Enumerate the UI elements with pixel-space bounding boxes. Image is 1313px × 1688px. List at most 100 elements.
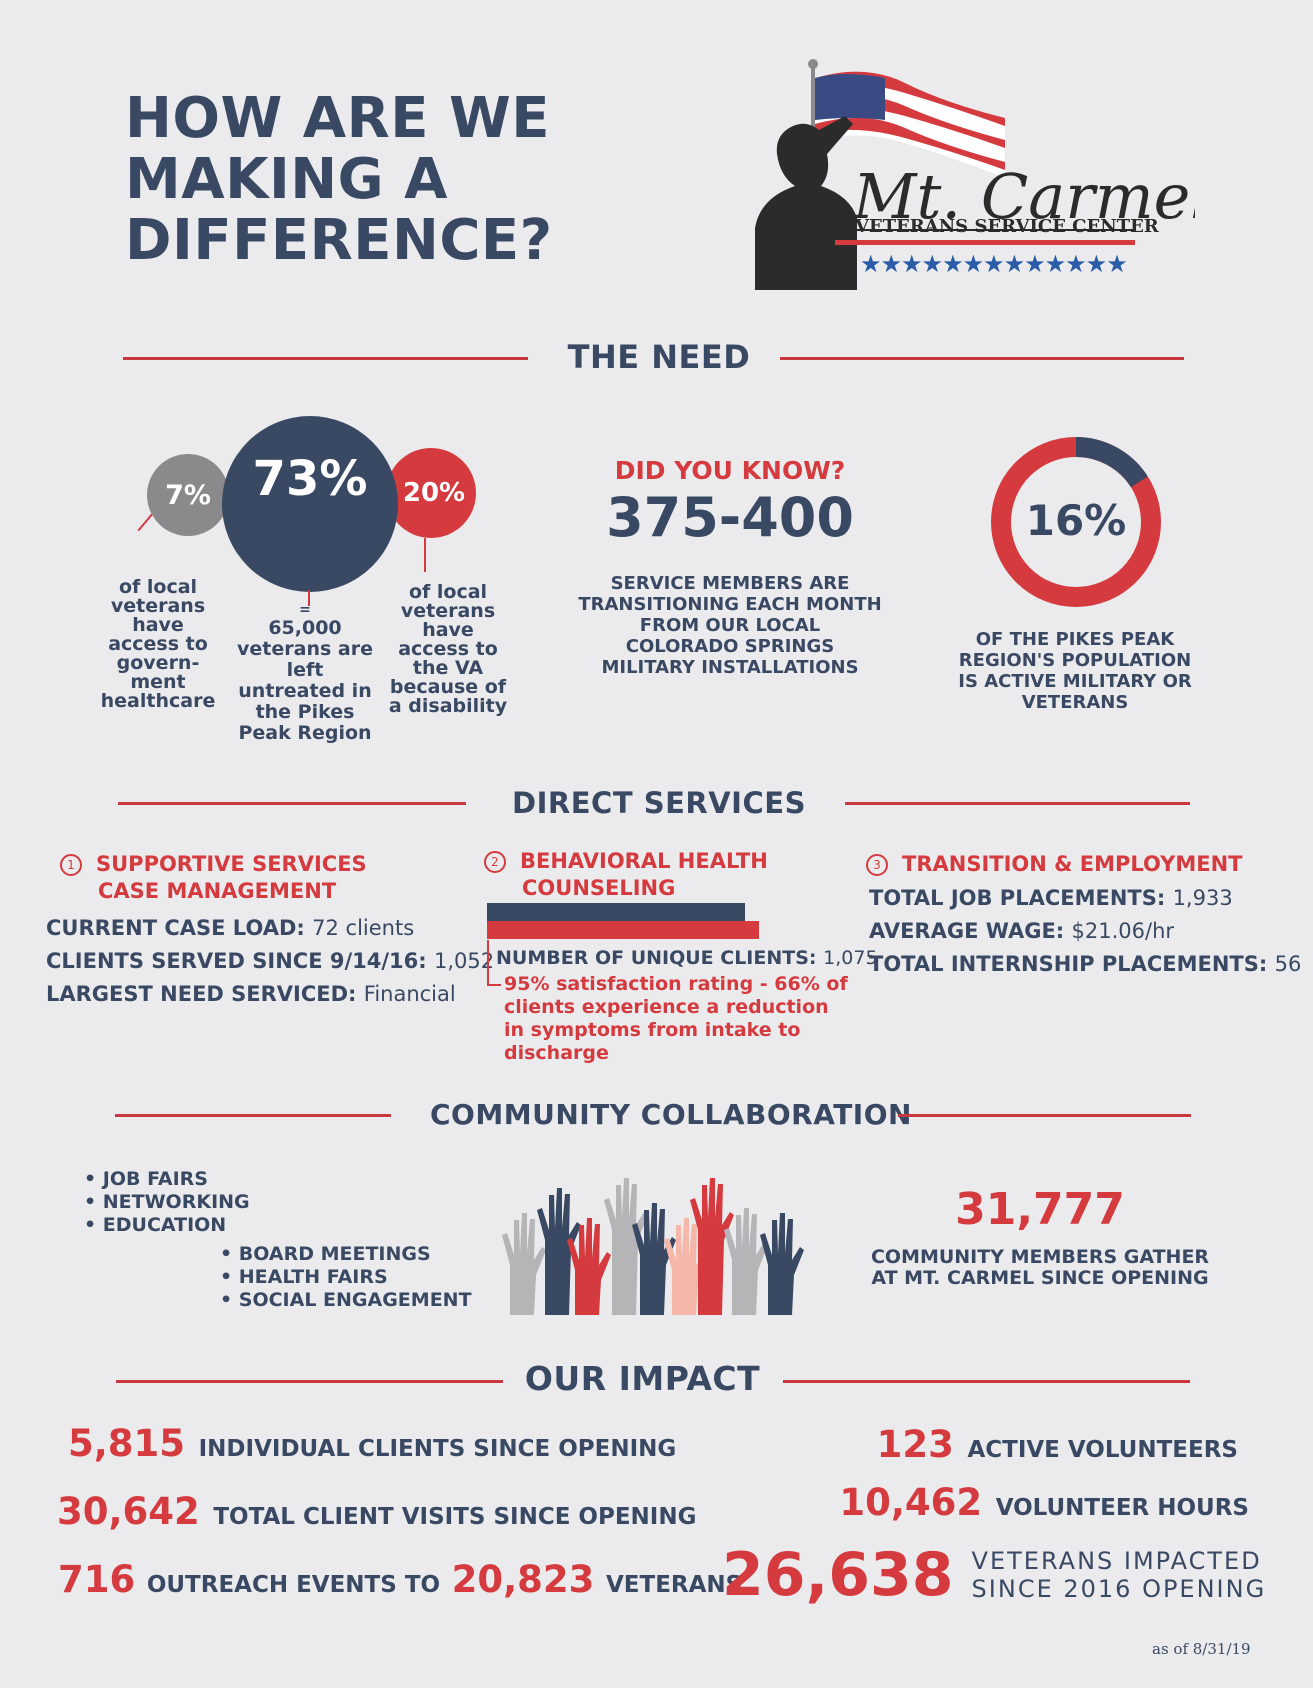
caption-line: OF THE PIKES PEAK xyxy=(975,629,1175,650)
caption-line: veterans xyxy=(400,600,496,622)
caption-line: veterans are xyxy=(237,638,373,660)
impact-visits: 30,642 TOTAL CLIENT VISITS SINCE OPENING xyxy=(57,1490,696,1533)
raised-hands-icon xyxy=(492,1165,822,1315)
divider xyxy=(783,1380,1190,1383)
donut-value: 16% xyxy=(1025,496,1127,545)
label-line: SINCE 2016 OPENING xyxy=(971,1575,1267,1603)
list-item: • SOCIAL ENGAGEMENT xyxy=(220,1289,472,1311)
donut-caption: OF THE PIKES PEAK REGION'S POPULATION IS… xyxy=(950,629,1200,713)
title-line: BEHAVIORAL HEALTH xyxy=(520,849,768,873)
caption-line: FROM OUR LOCAL xyxy=(639,615,821,636)
logo-script-text: Mt. Carmel xyxy=(852,160,1195,233)
caption-line: the VA xyxy=(412,657,484,679)
caption-line: veterans xyxy=(110,595,206,617)
title-line-2: MAKING A xyxy=(125,147,448,212)
donut-chart: 16% xyxy=(988,434,1164,610)
satisfaction-note: 95% satisfaction rating - 66% of clients… xyxy=(504,973,848,1065)
divider xyxy=(845,802,1190,805)
stat-value: Financial xyxy=(363,982,456,1006)
did-you-know-label: DID YOU KNOW? xyxy=(614,456,846,485)
note-line: discharge xyxy=(504,1042,609,1064)
bar-red xyxy=(487,921,759,939)
stat-label: CURRENT CASE LOAD: xyxy=(46,916,305,940)
divider xyxy=(123,357,528,360)
bar-navy xyxy=(487,903,745,921)
divider xyxy=(115,1114,391,1117)
stat-label: TOTAL JOB PLACEMENTS: xyxy=(869,886,1166,910)
caption-line: Peak Region xyxy=(238,722,372,744)
section-heading-impact: OUR IMPACT xyxy=(524,1359,761,1398)
impact-veterans: 26,638 VETERANS IMPACTED SINCE 2016 OPEN… xyxy=(722,1540,1266,1610)
service-title-supportive: 1 SUPPORTIVE SERVICES CASE MANAGEMENT xyxy=(60,851,367,905)
circle-caption: of local veterans have access to govern-… xyxy=(88,578,228,711)
list-item: • EDUCATION xyxy=(84,1214,227,1236)
service-title-behavioral: 2 BEHAVIORAL HEALTH COUNSELING xyxy=(484,848,768,902)
caption-line: healthcare xyxy=(100,690,216,712)
caption-line: a disability xyxy=(388,695,508,717)
impact-value: 30,642 xyxy=(57,1490,200,1533)
note-line: in symptoms from intake to xyxy=(504,1019,801,1041)
impact-label: ACTIVE VOLUNTEERS xyxy=(967,1437,1238,1463)
impact-label: VOLUNTEER HOURS xyxy=(995,1495,1249,1521)
circle-caption: of local veterans have access to the VA … xyxy=(378,583,518,716)
list-item: • BOARD MEETINGS xyxy=(220,1243,431,1265)
impact-label: VETERANS xyxy=(606,1572,743,1598)
number-1-icon: 1 xyxy=(60,854,82,876)
number-3-icon: 3 xyxy=(866,854,888,876)
donut-segment xyxy=(991,437,1161,607)
caption-line: of local xyxy=(118,576,198,598)
impact-value: 10,462 xyxy=(839,1481,983,1524)
did-you-know-caption: SERVICE MEMBERS ARE TRANSITIONING EACH M… xyxy=(570,573,890,678)
impact-hours: 10,462 VOLUNTEER HOURS xyxy=(839,1481,1249,1524)
caption-line: VETERANS xyxy=(1021,692,1129,713)
label-line: VETERANS IMPACTED xyxy=(971,1547,1262,1575)
logo: Mt. Carmel VETERANS SERVICE CENTER ★★★★★… xyxy=(735,58,1210,290)
title-line: COUNSELING xyxy=(522,876,676,900)
unique-clients-stat: NUMBER OF UNIQUE CLIENTS: 1,075 xyxy=(496,947,878,969)
caption-line: have xyxy=(132,614,184,636)
number-2-icon: 2 xyxy=(484,851,506,873)
circle-value: 20% xyxy=(402,478,466,508)
impact-value: 123 xyxy=(876,1423,954,1466)
note-line: 95% satisfaction rating - 66% of xyxy=(504,973,848,995)
impact-veterans-label: VETERANS IMPACTED SINCE 2016 OPENING xyxy=(972,1547,1267,1603)
impact-value: 716 xyxy=(58,1558,136,1601)
circle-20-percent: 20% xyxy=(386,448,476,538)
caption-line: have xyxy=(422,619,474,641)
caption-line: access to xyxy=(398,638,498,660)
stat-value: 1,933 xyxy=(1172,886,1233,910)
stat-value: 56 xyxy=(1274,952,1302,976)
section-heading-direct-services: DIRECT SERVICES xyxy=(512,786,806,820)
caption-line: AT MT. CARMEL SINCE OPENING xyxy=(871,1267,1209,1289)
caption-line: the Pikes xyxy=(255,701,355,723)
caption-line: = xyxy=(299,602,311,618)
title-line-1: HOW ARE WE xyxy=(125,86,550,151)
service-title-transition: 3 TRANSITION & EMPLOYMENT xyxy=(866,851,1242,878)
circle-connector xyxy=(308,590,310,606)
title-line: SUPPORTIVE SERVICES xyxy=(96,852,367,876)
divider xyxy=(116,1380,503,1383)
circle-value: 73% xyxy=(252,451,368,507)
stat-value: 1,052 xyxy=(433,949,495,973)
section-heading-community: COMMUNITY COLLABORATION xyxy=(430,1098,912,1131)
caption-line: of local xyxy=(408,581,488,603)
stat-value: 1,075 xyxy=(823,947,878,969)
section-heading-need: THE NEED xyxy=(567,338,751,376)
caption-line: govern- xyxy=(116,652,200,674)
logo-stars: ★★★★★★★★★★★★★ xyxy=(860,250,1127,278)
caption-line: SERVICE MEMBERS ARE xyxy=(610,573,850,594)
logo-subtitle: VETERANS SERVICE CENTER xyxy=(854,216,1160,237)
caption-line: because of xyxy=(389,676,507,698)
impact-value: 20,823 xyxy=(451,1558,595,1601)
impact-label: TOTAL CLIENT VISITS SINCE OPENING xyxy=(213,1504,697,1530)
impact-label: INDIVIDUAL CLIENTS SINCE OPENING xyxy=(198,1436,677,1462)
list-item: • HEALTH FAIRS xyxy=(220,1266,388,1288)
stat-value: 72 clients xyxy=(312,916,415,940)
caption-line: REGION'S POPULATION xyxy=(958,650,1192,671)
caption-line: TRANSITIONING EACH MONTH xyxy=(578,594,882,615)
impact-value-large: 26,638 xyxy=(722,1540,954,1610)
service-stats-supportive: CURRENT CASE LOAD: 72 clients CLIENTS SE… xyxy=(46,912,494,1011)
stat-label: TOTAL INTERNSHIP PLACEMENTS: xyxy=(869,952,1268,976)
stat-label: NUMBER OF UNIQUE CLIENTS: xyxy=(496,947,817,969)
impact-volunteers: 123 ACTIVE VOLUNTEERS xyxy=(877,1423,1238,1466)
